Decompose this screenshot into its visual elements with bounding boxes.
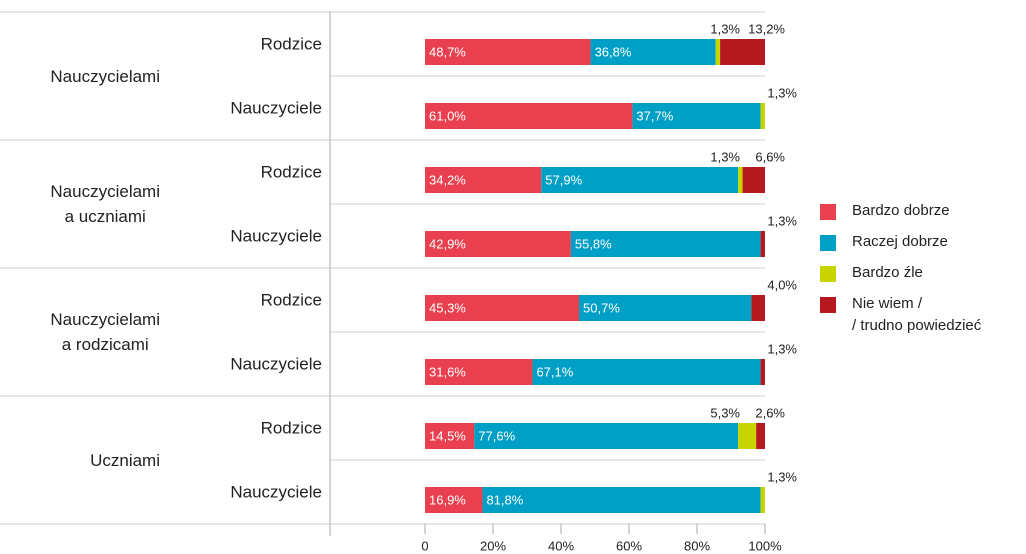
value-label: 2,6% [755, 405, 785, 420]
x-tick-label: 80% [684, 538, 710, 553]
category-label: Nauczyciele [230, 482, 322, 501]
value-label: 48,7% [429, 44, 466, 59]
value-label: 55,8% [575, 236, 612, 251]
bar-segment [541, 167, 739, 193]
bar-segment [532, 359, 761, 385]
bar-segment [738, 423, 757, 449]
value-label: 57,9% [545, 172, 582, 187]
group-label: Nauczycielami a rodzicami [50, 310, 160, 354]
bar-segment [760, 359, 765, 385]
value-label: 1,3% [710, 149, 740, 164]
legend-label: Bardzo źle [852, 264, 923, 281]
bar-segment [632, 103, 761, 129]
bar-segment [425, 487, 483, 513]
legend-swatch [820, 235, 836, 251]
bar-segment [482, 487, 761, 513]
category-label: Rodzice [261, 34, 322, 53]
x-tick-label: 0 [421, 538, 428, 553]
group-label: Nauczycielami a uczniami [50, 182, 160, 226]
category-label: Nauczyciele [230, 98, 322, 117]
bar-segment [570, 231, 761, 257]
bar-segment [738, 167, 743, 193]
value-label: 1,3% [767, 213, 797, 228]
value-label: 4,0% [767, 277, 797, 292]
bar-segment [715, 39, 721, 65]
value-label: 13,2% [748, 21, 785, 36]
value-label: 6,6% [755, 149, 785, 164]
bar-segment [742, 167, 765, 193]
x-tick-label: 60% [616, 538, 642, 553]
value-label: 31,6% [429, 364, 466, 379]
value-label: 36,8% [595, 44, 632, 59]
legend-label: Bardzo dobrze [852, 202, 950, 219]
legend-label: Nie wiem / / trudno powiedzieć [852, 295, 982, 334]
bar-segment [760, 103, 765, 129]
value-label: 16,9% [429, 492, 466, 507]
bar-segment [760, 487, 765, 513]
bar-segment [720, 39, 765, 65]
x-tick-label: 20% [480, 538, 506, 553]
bar-segment [425, 359, 533, 385]
bar-segment [751, 295, 765, 321]
category-label: Nauczyciele [230, 354, 322, 373]
legend-label: Raczej dobrze [852, 233, 948, 250]
bar-segment [425, 295, 580, 321]
value-label: 14,5% [429, 428, 466, 443]
legend-swatch [820, 297, 836, 313]
value-label: 1,3% [767, 469, 797, 484]
bar-segment [760, 231, 765, 257]
bar-segment [425, 231, 571, 257]
bar-segment [425, 167, 542, 193]
value-label: 1,3% [767, 341, 797, 356]
category-label: Rodzice [261, 290, 322, 309]
legend-swatch [820, 266, 836, 282]
value-label: 61,0% [429, 108, 466, 123]
bar-segment [474, 423, 739, 449]
value-label: 1,3% [710, 21, 740, 36]
bar-segment [756, 423, 765, 449]
bar-segment [425, 39, 591, 65]
bar-segment [590, 39, 716, 65]
x-tick-label: 40% [548, 538, 574, 553]
value-label: 45,3% [429, 300, 466, 315]
x-tick-label: 100% [748, 538, 782, 553]
bar-segment [425, 423, 475, 449]
value-label: 67,1% [536, 364, 573, 379]
legend-swatch [820, 204, 836, 220]
group-label: Uczniami [90, 450, 160, 470]
category-label: Rodzice [261, 418, 322, 437]
value-label: 77,6% [478, 428, 515, 443]
value-label: 42,9% [429, 236, 466, 251]
value-label: 5,3% [710, 405, 740, 420]
value-label: 37,7% [636, 108, 673, 123]
bar-segment [425, 103, 633, 129]
category-label: Rodzice [261, 162, 322, 181]
group-label: Nauczycielami [50, 66, 160, 86]
bar-segment [579, 295, 752, 321]
value-label: 81,8% [486, 492, 523, 507]
category-label: Nauczyciele [230, 226, 322, 245]
value-label: 34,2% [429, 172, 466, 187]
value-label: 50,7% [583, 300, 620, 315]
value-label: 1,3% [767, 85, 797, 100]
